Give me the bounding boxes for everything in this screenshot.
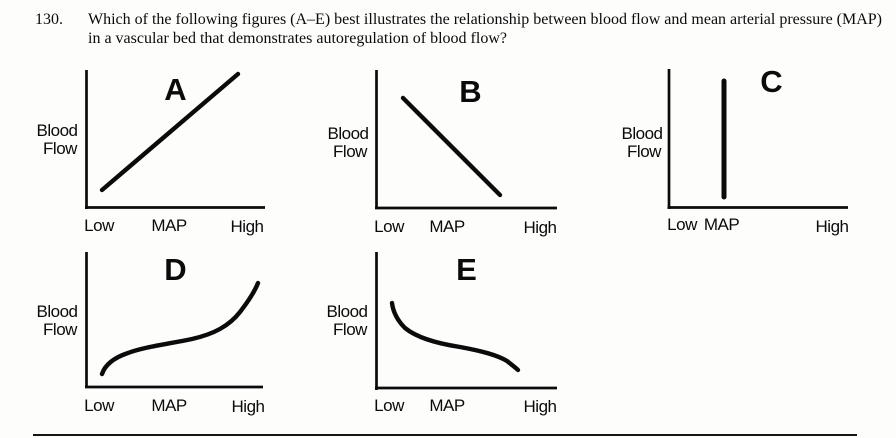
y-axis-label-line1: Blood [327, 302, 368, 321]
x-axis-title: MAP [429, 396, 465, 415]
y-axis-label-line1: Blood [37, 121, 78, 140]
data-line [400, 95, 503, 198]
figure-letter: C [760, 64, 782, 99]
figure-panel-a: A Blood Flow Low MAP High [30, 60, 305, 240]
figure-letter: B [459, 74, 480, 109]
x-tick-low: Low [84, 396, 115, 415]
x-tick-high: High [232, 397, 265, 416]
y-axis-label-line1: Blood [328, 124, 369, 143]
figure-panel-c: C Blood Flow Low MAP High [608, 60, 896, 240]
y-axis-label-line2: Flow [627, 142, 662, 161]
figure-letter: D [164, 252, 186, 287]
x-tick-high: High [524, 218, 557, 237]
y-axis-label-line2: Flow [333, 142, 368, 161]
figure-letter: A [164, 72, 186, 107]
y-axis-label-line1: Blood [622, 124, 663, 143]
x-tick-high: High [816, 217, 849, 236]
x-axis-title: MAP [151, 216, 187, 235]
x-axis-title: MAP [151, 396, 187, 415]
figure-panel-d: D Blood Flow Low MAP High [30, 240, 305, 425]
x-axis-title: MAP [429, 217, 465, 236]
question-text: Which of the following figures (A–E) bes… [88, 11, 882, 47]
figure-letter: E [456, 252, 476, 287]
y-axis-label-line2: Flow [43, 320, 78, 339]
y-axis-label-line1: Blood [37, 302, 78, 321]
x-tick-high: High [231, 217, 264, 236]
data-curve [99, 280, 261, 377]
data-line [99, 71, 241, 193]
y-axis-label-line2: Flow [43, 139, 78, 158]
x-tick-low: Low [374, 217, 405, 236]
x-tick-high: High [524, 397, 557, 416]
x-tick-low: Low [84, 216, 115, 235]
x-tick-low: Low [667, 215, 698, 234]
x-tick-low: Low [374, 396, 405, 415]
y-axis-label-line2: Flow [333, 320, 368, 339]
x-axis-title: MAP [704, 215, 740, 234]
data-curve [389, 300, 521, 373]
figure-panel-b: B Blood Flow Low MAP High [315, 60, 565, 240]
figure-panel-e: E Blood Flow Low MAP High [315, 240, 565, 425]
footer-rule [33, 434, 857, 436]
question-number: 130. [35, 11, 63, 28]
